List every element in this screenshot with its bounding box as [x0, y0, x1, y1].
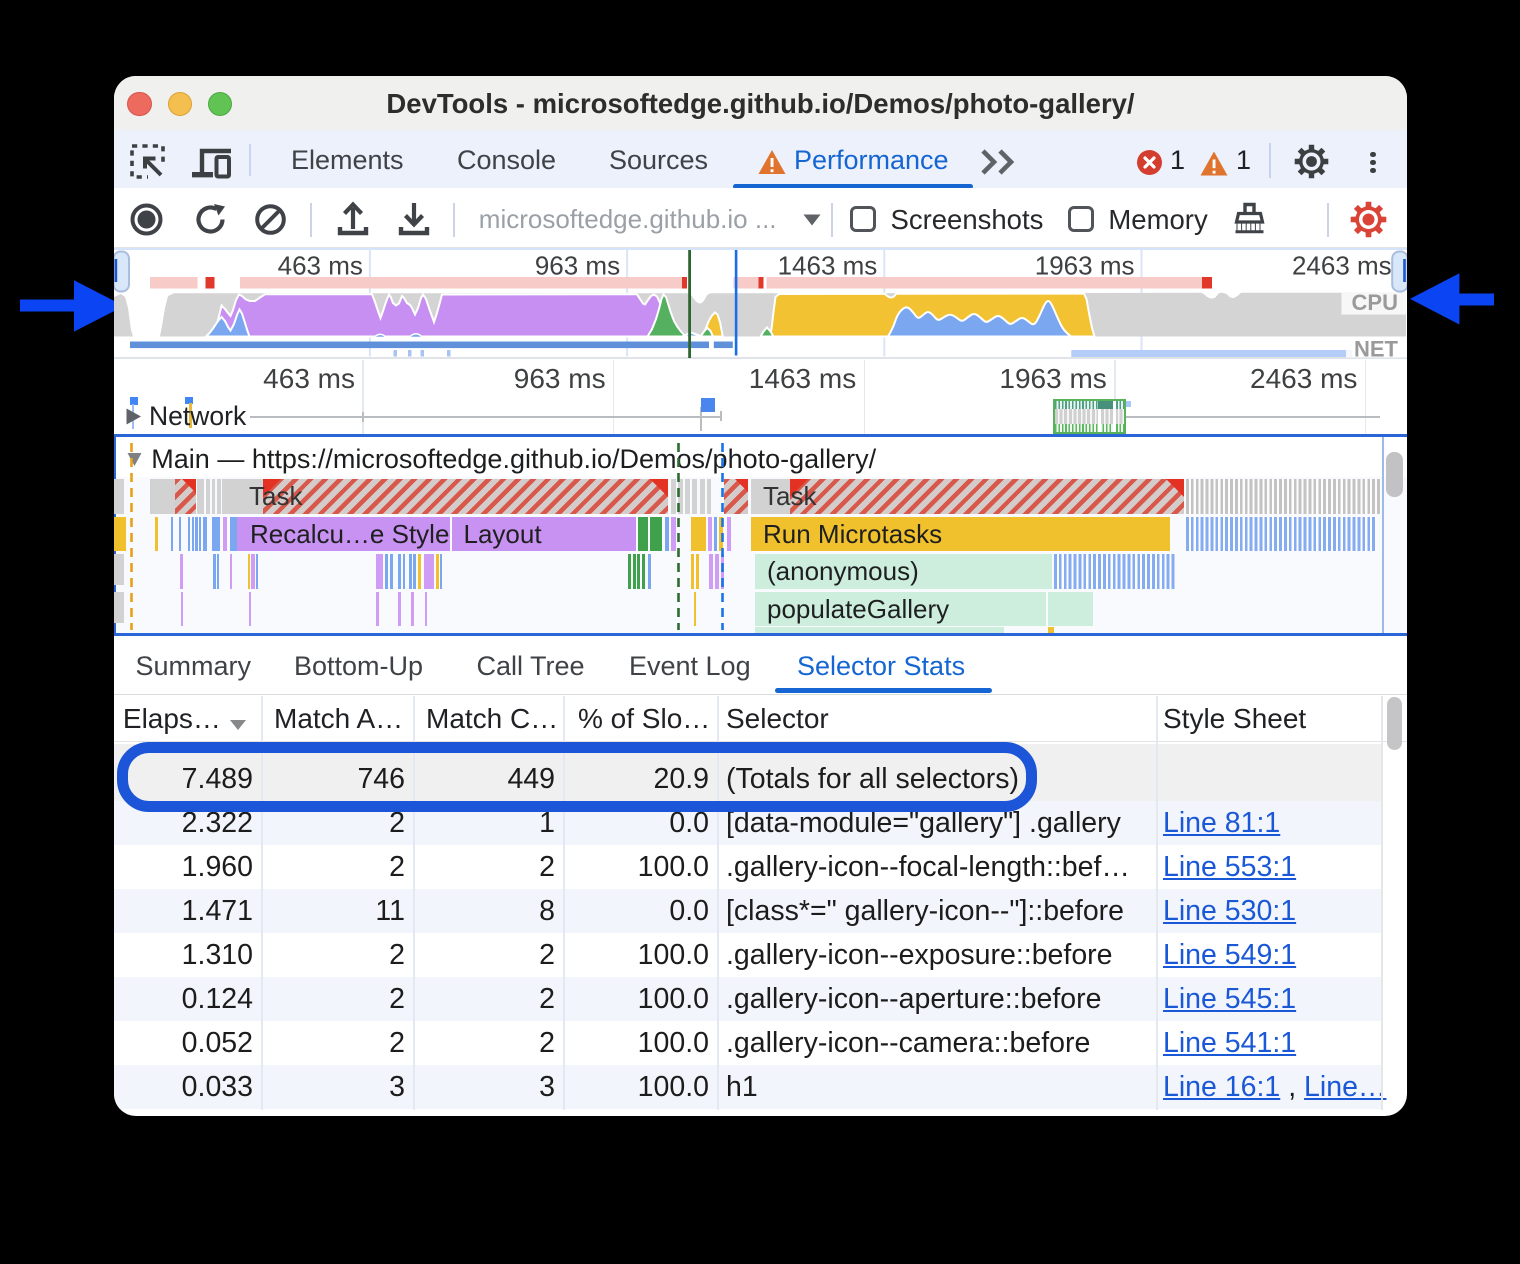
svg-text:963 ms: 963 ms	[535, 251, 620, 281]
svg-text:463 ms: 463 ms	[278, 251, 363, 281]
svg-text:1463 ms: 1463 ms	[778, 251, 878, 281]
svg-text:1963 ms: 1963 ms	[1035, 251, 1135, 281]
svg-text:2463 ms: 2463 ms	[1292, 251, 1392, 281]
svg-text:CPU: CPU	[1352, 290, 1398, 315]
svg-text:NET: NET	[1354, 337, 1399, 361]
